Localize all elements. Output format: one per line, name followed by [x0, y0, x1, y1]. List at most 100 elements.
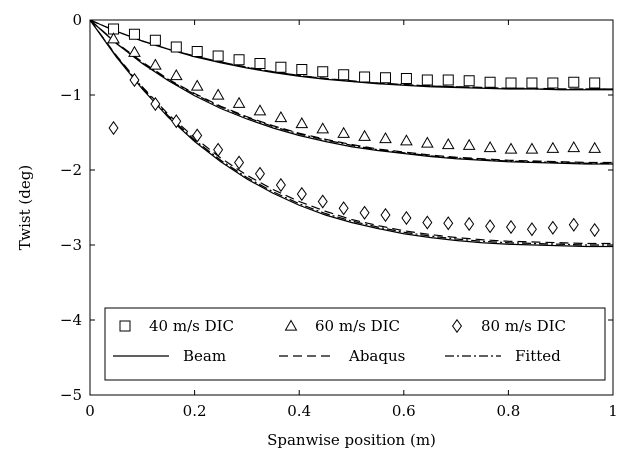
80-m-s-dic-point [401, 210, 412, 226]
80-m-s-dic-point [485, 219, 496, 234]
80-m-s-dic-point [213, 142, 224, 157]
40-m-s-dic-point [526, 77, 538, 89]
40-m-s-dic-point [379, 72, 391, 84]
x-tick-label: 0.4 [287, 402, 311, 420]
60-m-s-dic-point [588, 141, 602, 153]
fitted-curve-3 [89, 19, 613, 246]
y-tick-label: −5 [60, 386, 82, 404]
80-m-s-dic-point [568, 217, 579, 232]
60-m-s-dic-point [420, 136, 434, 148]
40-m-s-dic-point [484, 76, 496, 88]
40-m-s-dic-point [463, 75, 475, 87]
60-m-s-dic-point [379, 131, 392, 144]
60-m-s-dic-point [525, 142, 539, 154]
y-tick-label: −3 [60, 236, 82, 254]
legend-abaqus-label: Abaqus [348, 347, 405, 365]
80-m-s-dic-point [443, 216, 454, 231]
60-m-s-dic-point [107, 32, 120, 44]
60-m-s-dic-point [358, 129, 371, 141]
legend-40-m-s-dic-label: 40 m/s DIC [149, 317, 234, 335]
60-m-s-dic-point [546, 141, 560, 153]
80-m-s-dic-point [589, 222, 600, 238]
80-m-s-dic-point [150, 96, 161, 112]
40-m-s-dic-point [589, 77, 601, 89]
legend-beam-label: Beam [183, 347, 226, 365]
80-m-s-dic-point [422, 215, 433, 230]
80-m-s-dic-point [338, 201, 349, 216]
axis-tick-labels: 0 0.2 0.4 0.6 0.8 1 0 −1 −2 −3 −4 −5 [60, 11, 618, 420]
40-m-s-dic-point [568, 76, 580, 88]
x-tick-label: 0.6 [392, 402, 416, 420]
40-m-s-dic-point [317, 66, 329, 78]
x-tick-label: 0.8 [496, 402, 520, 420]
80-m-s-dic-point [506, 219, 517, 235]
legend-fitted-label: Fitted [515, 347, 561, 365]
60-m-s-dic-point [211, 88, 225, 100]
80-m-s-dic-point [464, 216, 475, 232]
80-m-s-dic-point [380, 207, 391, 223]
80-m-s-dic-point [296, 186, 307, 202]
40-m-s-dic-point [421, 74, 433, 86]
abaqus-curve-3 [89, 19, 613, 245]
40-m-s-dic-point [547, 77, 559, 89]
legend-80-m-s-dic-symbol [451, 318, 463, 334]
60-m-s-dic-point [232, 96, 246, 108]
legend-60-m-s-dic-label: 60 m/s DIC [315, 317, 400, 335]
plot-frame [89, 19, 614, 396]
60-m-s-dic-point [149, 58, 162, 70]
60-m-s-dic-point [128, 45, 141, 57]
80-m-s-dic-point [275, 177, 286, 193]
x-tick-label: 0.2 [183, 402, 207, 420]
x-axis-title: Spanwise position (m) [267, 431, 436, 449]
80-m-s-dic-point [254, 166, 265, 181]
40-m-s-dic-point [170, 41, 182, 53]
40-m-s-dic-point [149, 34, 161, 46]
legend-box [104, 307, 606, 381]
legend-40-m-s-dic-symbol [119, 320, 131, 332]
60-m-s-dic-point [274, 110, 288, 123]
legend: 40 m/s DIC 60 m/s DIC 80 m/s DIC Beam Abaqus… [104, 307, 606, 381]
80-m-s-dic-point [129, 72, 140, 88]
60-m-s-dic-point [190, 79, 204, 91]
40-m-s-dic-point [128, 28, 140, 40]
x-tick-label: 1 [608, 402, 618, 420]
80-m-s-dic-point [526, 222, 537, 237]
fitted-curve-2 [89, 19, 613, 164]
40-m-s-dic-point [191, 46, 203, 57]
y-tick-label: −4 [60, 311, 82, 329]
80-m-s-dic-point [171, 114, 182, 129]
40-m-s-dic-point [212, 50, 224, 62]
40-m-s-dic-point [359, 71, 371, 83]
60-m-s-dic-point [253, 104, 267, 116]
40-m-s-dic-point [275, 61, 287, 73]
y-tick-label: 0 [72, 11, 82, 29]
plot-lines [89, 19, 613, 248]
abaqus-curve-2 [89, 19, 613, 164]
60-m-s-dic-point [169, 68, 183, 81]
60-m-s-dic-point [462, 138, 476, 150]
80-m-s-dic-point [234, 155, 245, 170]
y-tick-label: −1 [60, 86, 82, 104]
60-m-s-dic-point [483, 140, 497, 153]
y-tick-label: −2 [60, 161, 82, 179]
x-tick-label: 0 [85, 402, 95, 420]
80-m-s-dic-point [192, 128, 203, 143]
40-m-s-dic-point [442, 74, 454, 86]
60-m-s-dic-point [504, 142, 518, 154]
axis-ticks [89, 19, 614, 396]
40-m-s-dic-point [254, 58, 266, 69]
y-axis-title: Twist (deg) [16, 165, 34, 250]
60-m-s-dic-point [441, 137, 455, 150]
beam-curve-3 [89, 19, 613, 248]
60-m-s-dic-point [400, 134, 413, 146]
40-m-s-dic-point [233, 54, 245, 66]
legend-60-m-s-dic-symbol [284, 319, 298, 331]
80-m-s-dic-point [108, 120, 119, 136]
40-m-s-dic-point [505, 77, 517, 89]
60-m-s-dic-point [316, 122, 330, 134]
beam-curve-2 [89, 19, 613, 165]
plot-markers [107, 23, 602, 238]
legend-80-m-s-dic-label: 80 m/s DIC [481, 317, 566, 335]
40-m-s-dic-point [296, 64, 308, 75]
